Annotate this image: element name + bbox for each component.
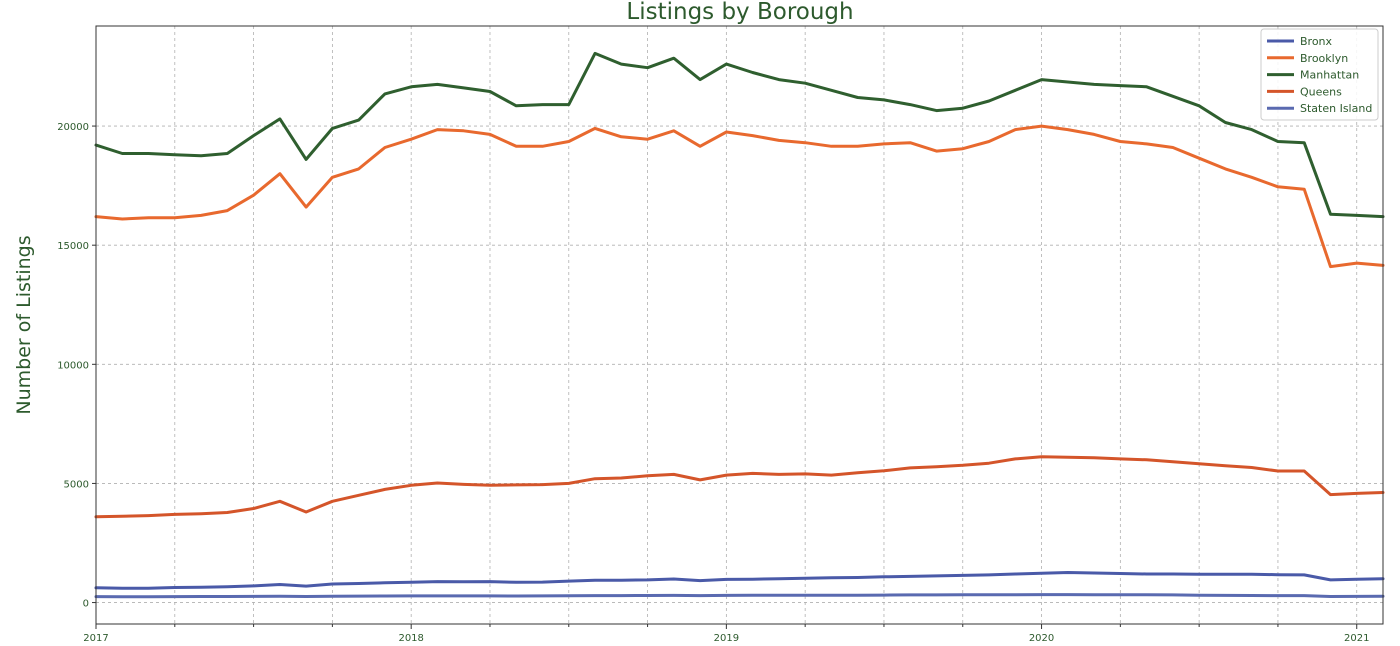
series-line-brooklyn	[94, 124, 1385, 269]
legend-label-staten-island: Staten Island	[1300, 102, 1372, 115]
y-tick-label: 15000	[57, 241, 89, 252]
series-lines	[94, 51, 1385, 599]
x-tick-label: 2017	[83, 633, 108, 644]
x-tick-label: 2019	[714, 633, 739, 644]
series-line-manhattan	[94, 51, 1385, 219]
series-line-staten-island	[94, 593, 1385, 599]
y-axis-label: Number of Listings	[13, 235, 35, 414]
series-line-bronx	[94, 571, 1385, 590]
legend: Bronx Brooklyn Manhattan Queens Staten Islan…	[1260, 28, 1379, 121]
y-tick-label: 20000	[57, 122, 89, 133]
x-tick-label: 2020	[1029, 633, 1054, 644]
x-tick-label: 2021	[1344, 633, 1369, 644]
legend-label-queens: Queens	[1300, 85, 1342, 98]
y-tick-label: 10000	[57, 360, 89, 371]
series-line-queens	[94, 455, 1385, 519]
x-tick-label: 2018	[398, 633, 423, 644]
legend-label-manhattan: Manhattan	[1300, 69, 1359, 82]
y-tick-label: 0	[83, 599, 89, 610]
axis-ticks: 0 5000 10000 15000 20000 2017 2018 2019 2020 2021	[57, 122, 1369, 644]
legend-label-brooklyn: Brooklyn	[1300, 52, 1348, 65]
plot-frame	[95, 25, 1384, 625]
grid-lines	[95, 26, 1383, 624]
legend-label-bronx: Bronx	[1300, 35, 1333, 48]
y-tick-label: 5000	[64, 479, 89, 490]
chart-title: Listings by Borough	[626, 0, 853, 25]
legend-box	[1260, 28, 1379, 121]
